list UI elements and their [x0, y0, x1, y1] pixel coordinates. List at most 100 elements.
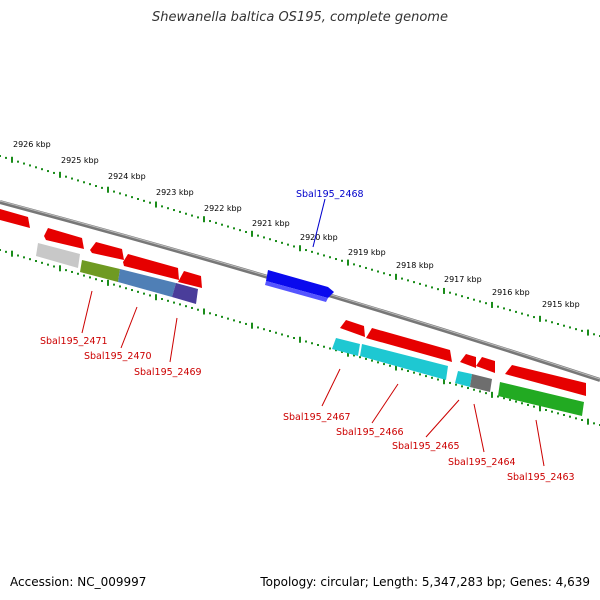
gene-sbal195-2464[interactable] — [470, 374, 492, 392]
ruler-dot — [53, 171, 55, 174]
ruler-dot — [257, 326, 259, 329]
ruler-dot — [401, 277, 403, 280]
ruler-major-tick — [395, 364, 397, 371]
ruler-dot — [533, 316, 535, 319]
ruler-dot — [497, 305, 499, 308]
ruler-dot — [173, 209, 175, 212]
gene-feature[interactable] — [123, 254, 179, 280]
ruler-dot — [563, 414, 565, 417]
gene-sbal195-2466[interactable] — [360, 344, 448, 380]
ruler-dot — [545, 408, 547, 411]
ruler-dot — [527, 314, 529, 317]
gene-feature[interactable] — [0, 209, 30, 228]
ruler-dot — [371, 359, 373, 362]
ruler-major-tick — [155, 294, 157, 301]
gene-feature[interactable] — [178, 271, 202, 288]
ruler-dot — [71, 270, 73, 273]
gene-label-sbal195-2465: Sbal195_2465 — [392, 441, 460, 452]
gene-sbal195-2467[interactable] — [332, 338, 360, 356]
ruler-dot — [323, 254, 325, 257]
ruler-dot — [179, 303, 181, 306]
ruler-dot — [377, 270, 379, 273]
scale-label: 2916 kbp — [492, 288, 530, 297]
ruler-dot — [191, 214, 193, 217]
ruler-dot — [509, 309, 511, 312]
ruler-dot — [359, 356, 361, 359]
ruler-major-tick — [347, 259, 349, 266]
ruler-dot — [545, 319, 547, 322]
ruler-dot — [527, 403, 529, 406]
ruler-dot — [563, 324, 565, 327]
ruler-major-tick — [11, 250, 13, 257]
gene-feature[interactable] — [366, 328, 452, 362]
ruler-dot — [239, 229, 241, 232]
ruler-dot — [77, 272, 79, 275]
ruler-dot — [287, 335, 289, 338]
ruler-dot — [377, 361, 379, 364]
ruler-dot — [5, 156, 7, 159]
ruler-dot — [179, 210, 181, 213]
ruler-dot — [173, 301, 175, 304]
ruler-dot — [227, 317, 229, 320]
gene-label-sbal195-2468: Sbal195_2468 — [296, 189, 364, 200]
scale-label: 2925 kbp — [61, 156, 99, 165]
ruler-dot — [161, 298, 163, 301]
ruler-major-tick — [587, 418, 589, 425]
ruler-major-tick — [491, 301, 493, 308]
gene-sbal195-2469[interactable] — [172, 283, 198, 304]
ruler-major-tick — [251, 322, 253, 329]
gene-sbal195-2470-b[interactable] — [118, 269, 176, 297]
ruler-dot — [119, 192, 121, 195]
gene-sbal195-2468[interactable] — [266, 270, 334, 298]
ruler-dot — [281, 333, 283, 336]
ruler-dot — [101, 280, 103, 283]
ruler-dot — [383, 363, 385, 366]
ruler-dot — [35, 260, 37, 263]
ruler-dot — [419, 373, 421, 376]
ruler-dot — [197, 216, 199, 219]
ruler-dot — [287, 243, 289, 246]
gene-feature[interactable] — [476, 357, 495, 373]
gene-feature[interactable] — [44, 228, 84, 249]
ruler-dot — [41, 261, 43, 264]
ruler-major-tick — [299, 336, 301, 343]
gene-feature[interactable] — [460, 354, 476, 368]
ruler-dot — [341, 350, 343, 353]
ruler-major-tick — [107, 186, 109, 193]
scale-label: 2923 kbp — [156, 188, 194, 197]
ruler-major-tick — [155, 201, 157, 208]
ruler-dot — [221, 315, 223, 318]
ruler-dot — [137, 197, 139, 200]
ruler-dot — [353, 354, 355, 357]
gene-feature[interactable] — [36, 243, 80, 268]
gene-feature[interactable] — [90, 242, 124, 260]
gene-label-sbal195-2471: Sbal195_2471 — [40, 336, 108, 347]
scale-label: 2922 kbp — [204, 204, 242, 213]
ruler-dot — [221, 223, 223, 226]
ruler-dot — [305, 340, 307, 343]
ruler-dot — [29, 258, 31, 261]
ruler-dot — [71, 177, 73, 180]
gene-feature[interactable] — [505, 365, 586, 396]
ruler-dot — [557, 412, 559, 415]
gene-sbal195-2470[interactable] — [80, 260, 120, 282]
ruler-dot — [365, 266, 367, 269]
scale-label: 2919 kbp — [348, 248, 386, 257]
ruler-dot — [293, 336, 295, 339]
ruler-dot — [113, 190, 115, 193]
ruler-dot — [275, 331, 277, 334]
ruler-major-tick — [203, 216, 205, 223]
ruler-dot — [449, 291, 451, 294]
topology-summary: Topology: circular; Length: 5,347,283 bp… — [260, 575, 590, 589]
ruler-dot — [515, 310, 517, 313]
gene-feature[interactable] — [340, 320, 365, 337]
gene-label-sbal195-2466: Sbal195_2466 — [336, 427, 404, 438]
gene-sbal195-2465[interactable] — [455, 371, 472, 387]
ruler-dot — [461, 295, 463, 298]
ruler-dot — [269, 238, 271, 241]
gene-sbal195-2463[interactable] — [498, 382, 584, 416]
ruler-major-tick — [539, 405, 541, 412]
ruler-dot — [485, 392, 487, 395]
ruler-dot — [383, 272, 385, 275]
ruler-dot — [557, 322, 559, 325]
